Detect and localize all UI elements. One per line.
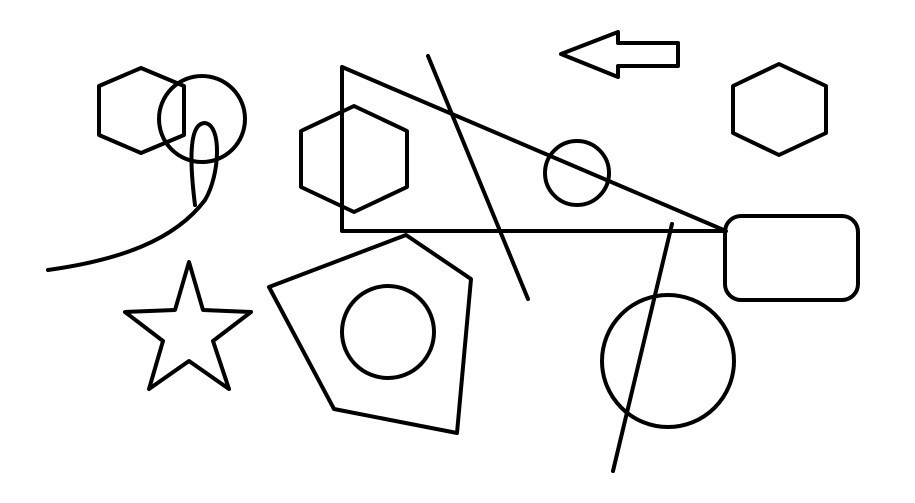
circle-top-left (157, 74, 247, 164)
rounded-rectangle-right (723, 214, 860, 302)
star (123, 260, 253, 391)
right-triangle (340, 65, 728, 233)
small-circle-center (543, 139, 611, 207)
diagonal-line-bottom-right (611, 222, 674, 473)
hexagon-center (299, 104, 409, 214)
pentagon (267, 233, 473, 435)
diagonal-line-center (426, 54, 530, 301)
circle-in-pentagon (340, 284, 436, 380)
large-circle-bottom-right (600, 293, 736, 429)
hexagon-top-left (97, 66, 186, 155)
left-arrow (559, 30, 680, 79)
hexagon-top-right (731, 62, 828, 157)
loop-curve (46, 121, 219, 272)
